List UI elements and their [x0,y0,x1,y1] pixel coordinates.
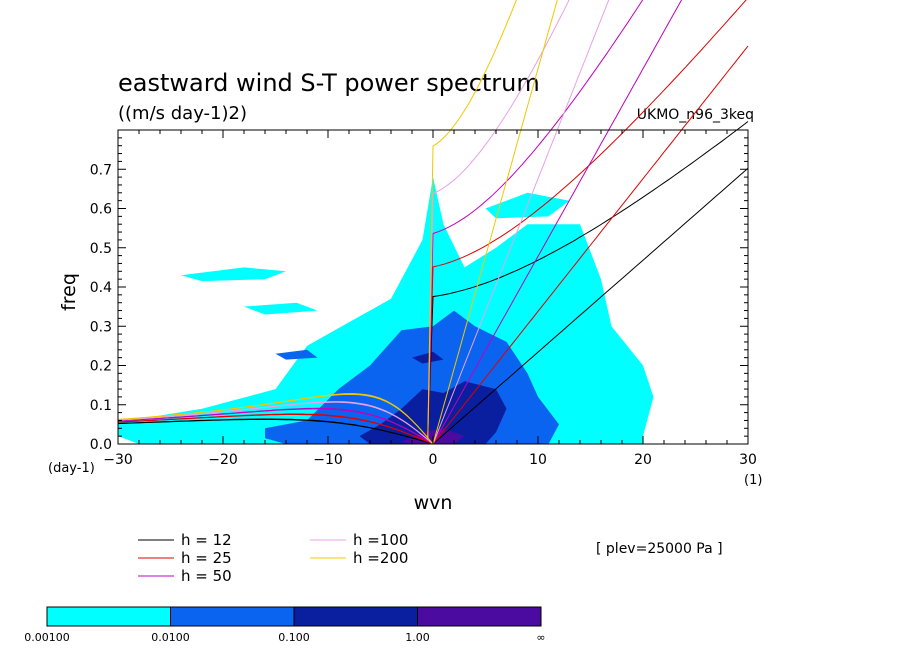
x-tick-label: −20 [208,452,238,468]
colorbar: 0.00100 0.0100 0.100 1.00 ∞ [24,606,546,644]
x-tick-label: 0 [429,452,438,468]
axes: −30 −20 −10 0 10 20 30 0.0 0.1 0.2 0.3 0.4 0.5 0.6 0.7 [90,129,757,468]
chart-title: eastward wind S-T power spectrum [118,69,540,97]
colorbar-label-2: 0.100 [278,631,310,644]
shaded-region-1 [181,267,286,282]
rossby-curve-h200 [117,393,434,444]
y-tick-label: 0.1 [90,398,112,414]
y-tick-label: 0.0 [90,437,112,453]
dataset-label: UKMO_n96_3keq [637,107,754,123]
y-axis-unit: (day-1) [48,461,95,476]
shaded-region-7 [412,351,444,364]
y-tick-label: 0.6 [90,202,112,218]
dispersion-curves [117,0,749,444]
x-tick-label: −30 [103,452,133,468]
x-axis-label: wvn [414,492,453,514]
y-tick-label: 0.2 [90,359,112,375]
shaded-region-3 [244,302,318,315]
colorbar-label-1: 0.0100 [151,631,190,644]
x-tick-label: 20 [634,452,652,468]
level-note: [ plev=25000 Pa ] [596,541,723,557]
legend-label-h25: h = 25 [181,549,232,567]
x-tick-label: 30 [739,452,757,468]
x-axis-unit: (1) [744,473,762,488]
y-tick-label: 0.3 [90,319,112,335]
y-tick-label: 0.7 [90,162,112,178]
rossby-curve-h100 [117,401,434,444]
kelvin-curve-h50 [432,0,683,444]
shaded-contours [118,177,654,444]
y-axis-label: freq [58,273,80,311]
colorbar-swatch-1 [170,606,295,627]
chart-subtitle: ((m/s day-1)2) [118,103,247,124]
legend-label-h12: h = 12 [181,531,232,549]
colorbar-label-0: 0.00100 [24,631,70,644]
legend-label-h100: h =100 [353,531,408,549]
y-tick-label: 0.5 [90,241,112,257]
kelvin-curve-h25 [432,45,749,444]
colorbar-label-4: ∞ [536,631,545,644]
colorbar-label-3: 1.00 [405,631,430,644]
kelvin-curve-h200 [432,0,558,444]
shaded-region-5 [275,349,318,360]
rossby-curve-h50 [117,408,434,444]
legend-label-h200: h =200 [353,549,408,567]
x-tick-label: −10 [313,452,343,468]
kelvin-curve-h100 [432,0,610,444]
y-tick-label: 0.4 [90,280,112,296]
x-tick-label: 10 [529,452,547,468]
rossby-curve-h12 [117,418,434,444]
colorbar-swatch-3 [417,606,542,627]
kelvin-curve-h12 [432,167,749,444]
colorbar-swatch-0 [46,606,171,627]
rossby-curve-h25 [117,414,434,444]
legend-label-h50: h = 50 [181,567,232,585]
colorbar-swatch-2 [293,606,418,627]
